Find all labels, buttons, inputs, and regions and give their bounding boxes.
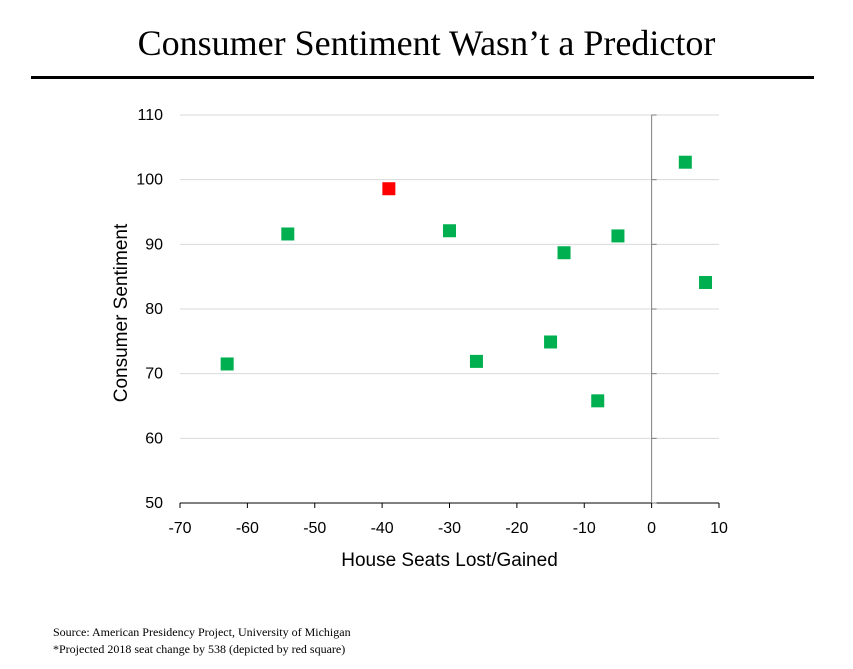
y-axis-label: Consumer Sentiment (111, 223, 132, 402)
title-underline (31, 76, 814, 79)
grid-lines (180, 114, 719, 439)
y-tick-label: 50 (145, 495, 163, 512)
data-points (220, 155, 713, 408)
x-tick-label: 0 (647, 520, 656, 537)
x-tick-label: -50 (303, 520, 326, 537)
data-point-marker (699, 275, 713, 289)
y-tick-label: 70 (145, 366, 163, 383)
y-tick-label: 60 (145, 430, 163, 447)
data-point-marker (591, 394, 605, 408)
source-line: Source: American Presidency Project, Uni… (53, 625, 351, 639)
x-tick-label: -70 (168, 520, 191, 537)
tick-labels: 50 60 70 80 90 100 110 -70 -60 -50 -40 -30 -20 -10 0 10 (136, 107, 728, 537)
source-note: Source: American Presidency Project, Uni… (53, 624, 351, 658)
axes (179, 114, 720, 508)
y-tick-label: 90 (145, 236, 163, 253)
x-tick-label: -30 (438, 520, 461, 537)
x-tick-label: -60 (236, 520, 259, 537)
data-point-marker (678, 155, 692, 169)
y-tick-label: 80 (145, 301, 163, 318)
y-tick-label: 110 (137, 107, 163, 124)
x-axis-label: House Seats Lost/Gained (341, 550, 558, 571)
data-point-marker (443, 224, 456, 238)
x-tick-label: -20 (505, 520, 528, 537)
projection-note: *Projected 2018 seat change by 538 (depi… (53, 642, 346, 656)
data-point-marker (469, 354, 483, 368)
x-tick-label: -10 (573, 520, 596, 537)
chart-title: Consumer Sentiment Wasn’t a Predictor (137, 23, 716, 63)
data-point-marker (220, 357, 234, 371)
projected-point-marker (382, 182, 396, 196)
data-point-marker (557, 246, 571, 260)
data-point-marker (544, 335, 558, 349)
x-tick-label: 10 (710, 520, 728, 537)
data-point-marker (281, 227, 295, 241)
x-tick-label: -40 (371, 520, 394, 537)
data-point-marker (611, 229, 625, 243)
y-tick-label: 100 (136, 172, 163, 189)
